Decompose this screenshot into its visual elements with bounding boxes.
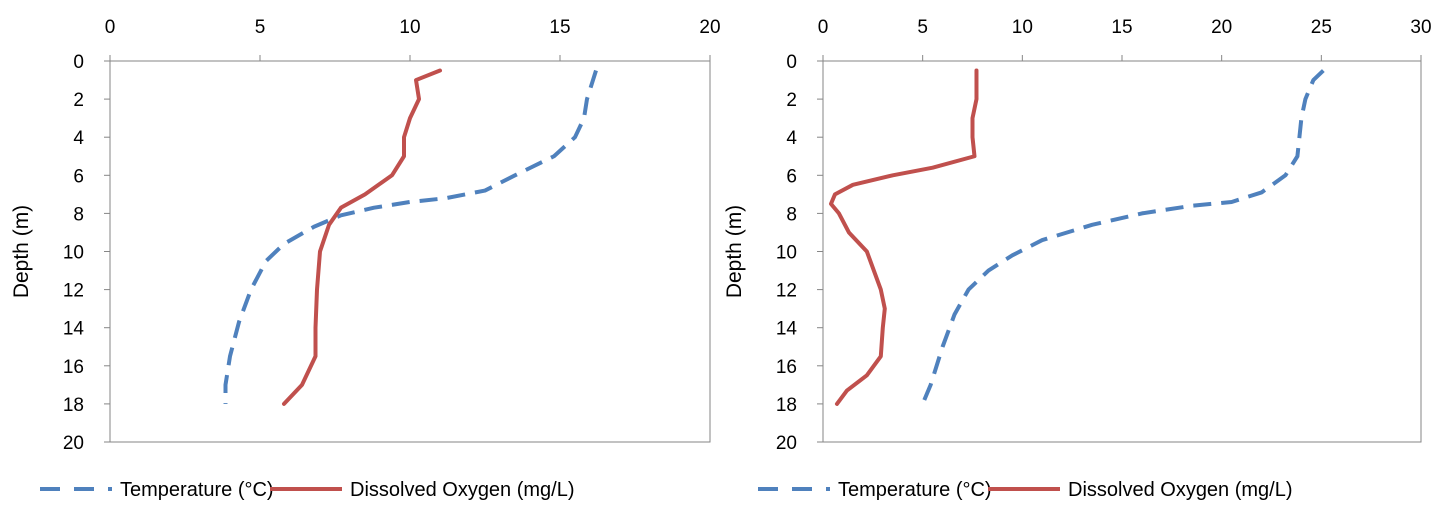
x-tick-label: 25 [1311, 17, 1332, 38]
y-tick-label: 20 [776, 433, 797, 454]
y-tick-label: 14 [63, 319, 85, 340]
y-tick-label: 6 [73, 166, 84, 187]
y-axis-title: Depth (m) [723, 205, 746, 298]
y-tick-label: 18 [63, 395, 84, 416]
x-tick-label: 20 [1211, 17, 1232, 38]
oxygen-series-line [828, 68, 979, 406]
y-tick-label: 2 [73, 90, 84, 111]
y-tick-label: 18 [776, 395, 797, 416]
x-tick-label: 0 [818, 17, 829, 38]
x-tick-label: 0 [105, 17, 116, 38]
y-tick-label: 4 [73, 128, 84, 149]
y-tick-label: 6 [786, 166, 797, 187]
y-tick-label: 10 [63, 243, 84, 264]
legend-label-temperature: Temperature (°C) [120, 479, 274, 501]
y-tick-label: 0 [73, 52, 84, 73]
y-tick-label: 8 [786, 204, 797, 225]
legend-label-oxygen: Dissolved Oxygen (mg/L) [350, 479, 575, 501]
y-tick-label: 8 [73, 204, 84, 225]
y-tick-label: 16 [63, 357, 84, 378]
x-tick-label: 5 [917, 17, 928, 38]
temperature-series-line [223, 69, 598, 404]
plot-area-2 [822, 60, 1422, 443]
x-tick-label: 10 [399, 17, 420, 38]
legend-label-oxygen: Dissolved Oxygen (mg/L) [1068, 479, 1293, 501]
x-tick-label: 20 [699, 17, 720, 38]
y-tick-label: 12 [776, 281, 797, 302]
x-tick-label: 30 [1410, 17, 1431, 38]
x-tick-label: 15 [1111, 17, 1132, 38]
x-tick-label: 5 [255, 17, 266, 38]
y-tick-label: 16 [776, 357, 797, 378]
y-tick-label: 12 [63, 281, 84, 302]
y-tick-label: 0 [786, 52, 797, 73]
x-tick-label: 10 [1012, 17, 1033, 38]
y-tick-label: 14 [776, 319, 798, 340]
y-tick-label: 4 [786, 128, 797, 149]
y-axis-title: Depth (m) [10, 205, 33, 298]
x-tick-label: 15 [549, 17, 570, 38]
oxygen-series-line [282, 68, 442, 406]
y-tick-label: 10 [776, 243, 797, 264]
legend-label-temperature: Temperature (°C) [838, 479, 992, 501]
y-tick-label: 20 [63, 433, 84, 454]
y-tick-label: 2 [786, 90, 797, 111]
temperature-series-line [920, 69, 1325, 405]
